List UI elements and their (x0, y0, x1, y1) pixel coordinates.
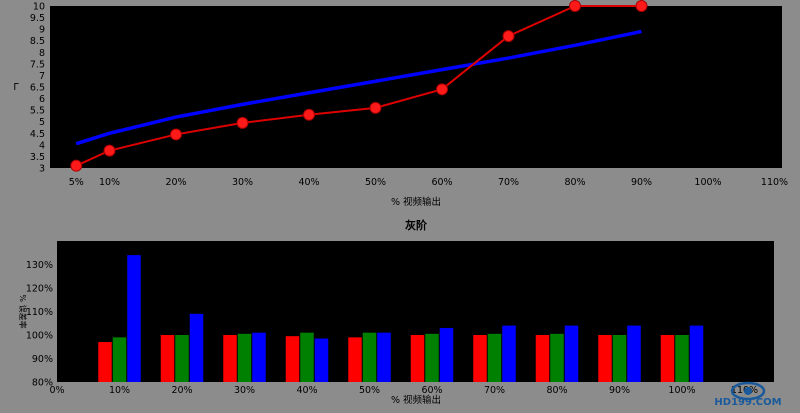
bar (410, 335, 425, 382)
y-tick-label: 9.5 (30, 13, 45, 24)
x-tick-label: 110% (761, 177, 788, 188)
bar (98, 342, 112, 382)
x-tick-label: 20% (165, 177, 186, 188)
chart-title: 灰阶 (405, 218, 428, 232)
x-tick-label: 70% (498, 177, 519, 188)
bar (598, 335, 612, 382)
bar (689, 325, 704, 382)
x-tick-label: 50% (365, 177, 386, 188)
x-tick-label: 90% (609, 385, 630, 396)
bar (660, 335, 675, 382)
bar (175, 335, 189, 382)
x-tick-label: 80% (546, 385, 567, 396)
bar (675, 335, 689, 382)
y-axis-label: % 误差率 (18, 294, 28, 328)
bar (252, 332, 266, 382)
logo-text: HD199.COM (714, 397, 781, 407)
bar (377, 332, 391, 382)
y-axis-label: Γ (13, 82, 19, 93)
y-tick-label: 130% (26, 260, 53, 271)
y-tick-label: 4 (39, 140, 45, 151)
y-tick-label: 5.5 (30, 106, 45, 117)
x-tick-label: 60% (431, 177, 452, 188)
bar (425, 333, 439, 382)
bar (112, 337, 127, 382)
x-tick-label: 10% (109, 385, 130, 396)
data-point (70, 159, 83, 172)
x-tick-label: 40% (298, 177, 319, 188)
y-tick-label: 6.5 (30, 83, 45, 94)
bar (550, 333, 564, 382)
y-tick-label: 4.5 (30, 129, 45, 140)
bar (237, 333, 252, 382)
data-point (369, 101, 382, 114)
y-tick-label: 100% (26, 331, 53, 342)
y-tick-label: 80% (32, 378, 53, 389)
bar (612, 335, 627, 382)
y-tick-label: 90% (32, 354, 53, 365)
site-logo: HD199.COM (702, 381, 794, 411)
y-tick-label: 3.5 (30, 152, 45, 163)
y-tick-label: 5 (39, 117, 45, 128)
x-tick-label: 30% (234, 385, 255, 396)
bar (189, 313, 204, 382)
bar (627, 325, 641, 382)
bar (473, 335, 487, 382)
data-point (569, 0, 581, 12)
data-point (236, 116, 249, 129)
bar (535, 335, 550, 382)
x-tick-label: 60% (421, 385, 442, 396)
bar (564, 325, 579, 382)
data-point (635, 0, 648, 12)
y-tick-label: 8 (39, 48, 45, 59)
bar (127, 255, 141, 382)
x-tick-label: 100% (668, 385, 695, 396)
bar (362, 332, 377, 382)
data-point (170, 128, 182, 141)
bar (300, 332, 314, 382)
x-axis-label: % 视频输出 (391, 394, 441, 406)
y-tick-label: 3 (39, 164, 45, 175)
x-tick-label: 40% (296, 385, 317, 396)
y-tick-label: 7 (39, 71, 45, 82)
data-point (103, 144, 116, 157)
data-point (303, 108, 315, 121)
logo-eye-icon (730, 381, 766, 401)
x-tick-label: 90% (631, 177, 652, 188)
bar (223, 335, 237, 382)
x-tick-label: 100% (694, 177, 721, 188)
y-tick-label: 10 (33, 2, 45, 13)
plot-area (50, 6, 782, 168)
y-tick-label: 120% (26, 284, 53, 295)
x-tick-label: 70% (484, 385, 505, 396)
bar (160, 335, 175, 382)
y-tick-label: 8.5 (30, 36, 45, 47)
y-tick-label: 6 (39, 94, 45, 105)
y-tick-label: 7.5 (30, 59, 45, 70)
bar (285, 336, 300, 382)
x-tick-label: 20% (171, 385, 192, 396)
x-tick-label: 50% (359, 385, 380, 396)
bar (502, 325, 516, 382)
y-tick-label: 9 (39, 25, 45, 36)
data-point (436, 83, 448, 96)
bar (439, 327, 454, 382)
bar (487, 333, 502, 382)
x-tick-label: 30% (232, 177, 253, 188)
x-tick-label: 0% (49, 385, 64, 396)
x-axis-label: % 视频输出 (391, 196, 441, 208)
x-tick-label: 5% (69, 177, 84, 188)
series-line-1 (75, 5, 642, 167)
x-tick-label: 10% (99, 177, 120, 188)
bar (314, 338, 329, 382)
series-line-0 (75, 29, 642, 146)
y-tick-label: 110% (26, 307, 53, 318)
x-tick-label: 80% (564, 177, 585, 188)
data-point (502, 30, 515, 43)
bar (348, 337, 362, 382)
